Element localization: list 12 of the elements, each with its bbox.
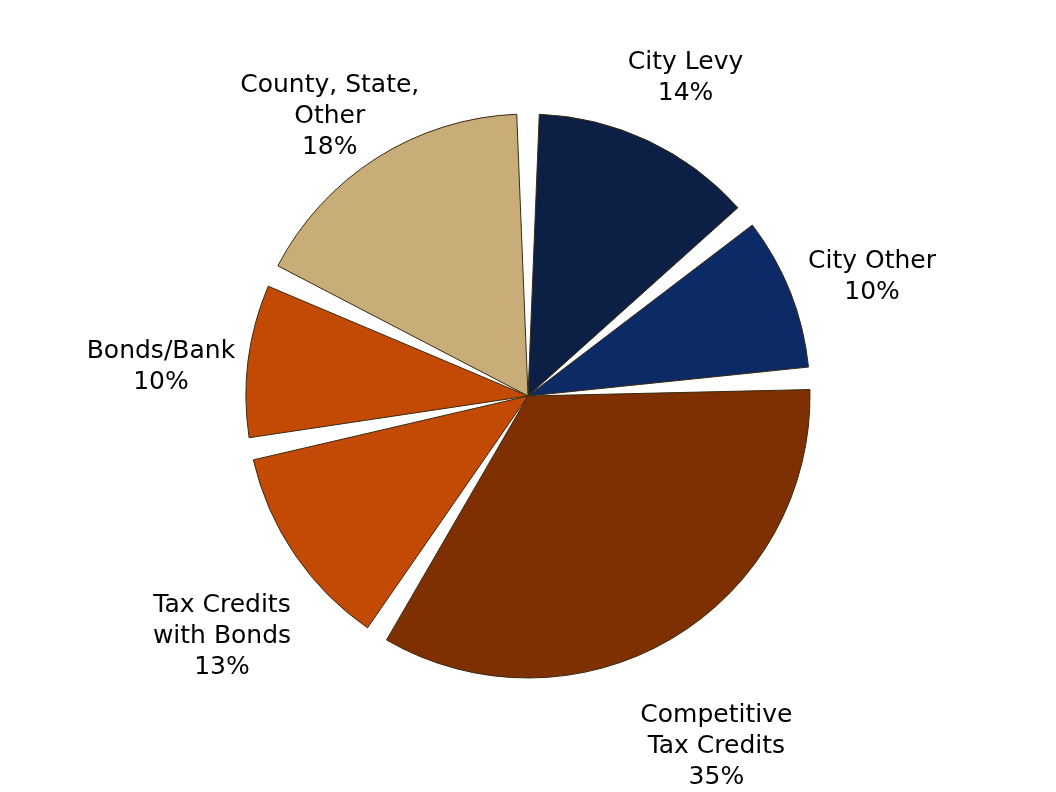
slice-label: Tax Credits with Bonds: [152, 588, 292, 649]
slice-label: City Levy: [627, 46, 744, 76]
slice-label: County, State, Other: [240, 68, 420, 129]
data-label: 35%: [688, 761, 745, 791]
slice-label: Bonds/Bank: [86, 334, 236, 364]
data-label: 10%: [844, 275, 900, 305]
data-label: 10%: [133, 365, 189, 395]
data-label: 13%: [194, 650, 250, 680]
slice-label: City Other: [808, 244, 937, 274]
data-label: 14%: [657, 77, 714, 107]
data-label: 18%: [301, 130, 358, 160]
slice-label: Competitive Tax Credits: [640, 699, 793, 760]
